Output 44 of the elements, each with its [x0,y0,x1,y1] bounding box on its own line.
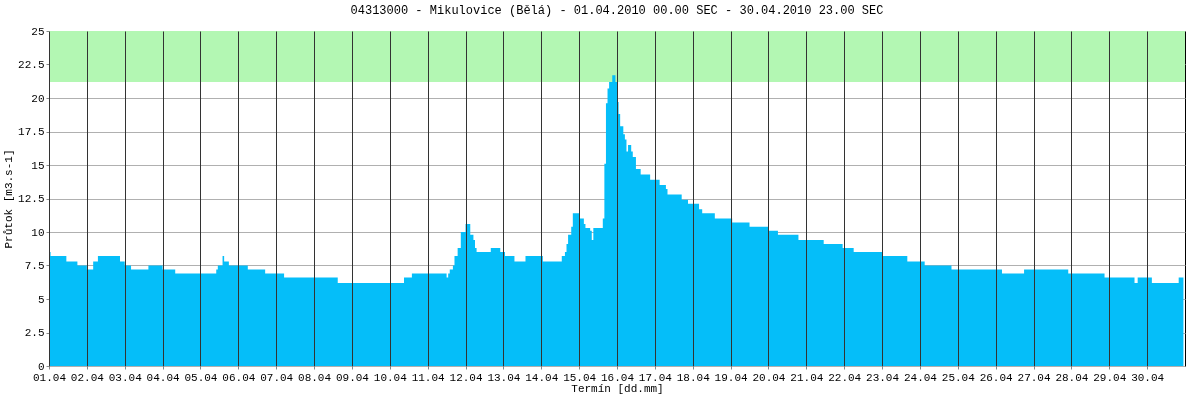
y-tick-label: 22.5 [18,59,45,71]
y-tick-label: 7.5 [24,260,45,272]
x-tick-label: 11.04 [411,371,446,384]
y-tick-label: 0 [37,360,45,373]
x-tick-label: 16.04 [600,371,635,384]
x-tick-label: 22.04 [828,371,862,384]
x-tick-label: 08.04 [298,371,332,384]
x-tick-label: 21.04 [790,371,824,384]
x-tick-label: 01.04 [32,371,67,384]
y-tick-label: 10 [31,226,45,239]
y-tick-label: 15 [31,159,45,172]
x-axis-title: Termín [dd.mm] [571,382,664,395]
x-tick-label: 03.04 [108,371,143,384]
y-tick-label: 25 [31,25,45,38]
x-tick-label: 10.04 [373,371,408,384]
y-tick-label: 17.5 [18,126,45,138]
y-tick-label: 5 [37,293,45,306]
x-tick-label: 07.04 [260,371,294,384]
x-tick-label: 25.04 [941,371,976,384]
x-tick-label: 14.04 [525,371,559,384]
x-tick-label: 30.04 [1131,371,1165,384]
x-tick-label: 02.04 [70,371,105,384]
x-tick-label: 17.04 [638,371,673,384]
x-tick-label: 09.04 [335,371,370,384]
chart-title: 04313000 - Mikulovice (Bělá) - 01.04.2010 00.00 SEC - 30.04.2010 23.00 SEC [350,4,884,18]
x-tick-label: 29.04 [1093,371,1127,384]
x-tick-label: 13.04 [487,371,521,384]
x-tick-label: 04.04 [146,371,180,384]
x-tick-label: 27.04 [1017,371,1051,384]
x-tick-label: 23.04 [866,371,900,384]
x-tick-label: 24.04 [903,371,938,384]
x-tick-label: 12.04 [449,371,483,384]
x-tick-label: 20.04 [752,371,786,384]
x-tick-label: 05.04 [184,371,218,384]
y-tick-label: 2.5 [24,327,45,339]
y-tick-label: 12.5 [18,193,45,205]
y-axis-title: Průtok [m3.s-1] [3,149,16,249]
y-tick-label: 20 [31,92,45,105]
x-tick-label: 19.04 [714,371,748,384]
x-tick-label: 06.04 [222,371,256,384]
x-tick-label: 15.04 [563,371,597,384]
x-tick-label: 18.04 [676,371,711,384]
x-tick-label: 26.04 [979,371,1014,384]
x-tick-label: 28.04 [1055,371,1089,384]
